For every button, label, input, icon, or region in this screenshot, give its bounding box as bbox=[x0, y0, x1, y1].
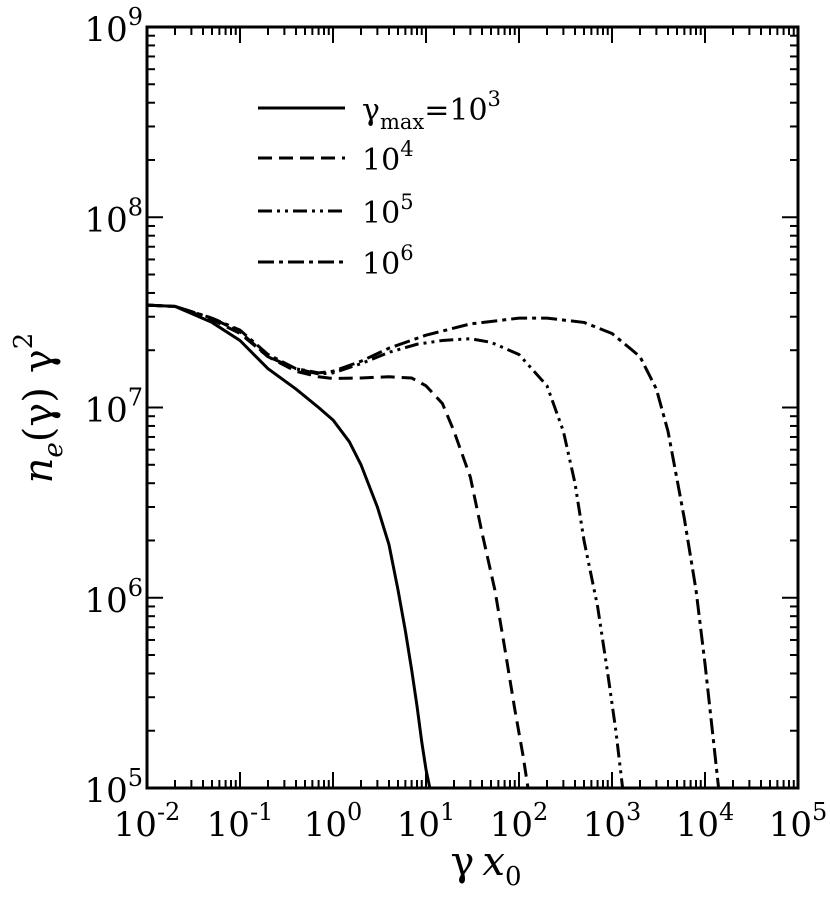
y-axis-label-arg: (γ) bbox=[16, 387, 62, 442]
series-line-1 bbox=[146, 303, 432, 789]
legend-label-sup: 6 bbox=[400, 241, 413, 265]
legend-label-2: 104 bbox=[362, 137, 414, 178]
x-tick-base: 10 bbox=[207, 805, 250, 845]
x-axis-label-base: γ bbox=[450, 839, 474, 885]
y-tick-label: 105 bbox=[84, 764, 143, 811]
x-tick-exp: 2 bbox=[533, 798, 548, 826]
x-tick-exp: -1 bbox=[250, 798, 273, 826]
legend-label-sub: max bbox=[380, 110, 424, 134]
legend-label-main: =10 bbox=[424, 93, 487, 128]
x-tick-exp: 0 bbox=[347, 798, 362, 826]
legend-label-pre: γ bbox=[362, 93, 380, 128]
series-line-3 bbox=[146, 303, 625, 789]
plot-area bbox=[145, 25, 800, 790]
y-tick-base: 10 bbox=[84, 200, 127, 240]
x-tick-exp: 4 bbox=[719, 798, 734, 826]
y-tick-exp: 9 bbox=[128, 3, 143, 31]
x-tick-exp: -2 bbox=[157, 798, 180, 826]
legend-label-sup: 3 bbox=[488, 87, 501, 111]
y-tick-exp: 7 bbox=[128, 384, 143, 412]
series-line-4 bbox=[146, 303, 721, 789]
x-tick-base: 10 bbox=[114, 805, 157, 845]
x-tick-exp: 3 bbox=[626, 798, 641, 826]
x-tick-label: 10-2 bbox=[114, 798, 181, 845]
y-tick-label: 108 bbox=[84, 193, 143, 240]
y-axis-label-sup: 2 bbox=[9, 333, 39, 350]
y-tick-label: 109 bbox=[84, 3, 143, 50]
x-tick-label: 100 bbox=[304, 798, 363, 845]
y-tick-exp: 8 bbox=[128, 193, 143, 221]
legend-label-4: 106 bbox=[362, 241, 414, 282]
x-tick-base: 10 bbox=[676, 805, 719, 845]
series-layer bbox=[146, 303, 721, 789]
x-tick-label: 102 bbox=[490, 798, 549, 845]
x-axis-label-sub: 0 bbox=[505, 862, 522, 892]
legend-label-1: γmax=103 bbox=[362, 87, 501, 134]
legend-label-main: 10 bbox=[362, 196, 400, 231]
x-tick-base: 10 bbox=[397, 805, 440, 845]
y-tick-base: 10 bbox=[84, 10, 127, 50]
legend-label-main: 10 bbox=[362, 247, 400, 282]
x-axis-label-var: x bbox=[482, 839, 505, 885]
y-axis-label-mult: γ bbox=[16, 349, 62, 373]
legend-label-sup: 4 bbox=[400, 137, 413, 161]
y-axis-label: ne(γ) γ2 bbox=[9, 333, 69, 484]
x-tick-base: 10 bbox=[583, 805, 626, 845]
y-tick-exp: 5 bbox=[128, 764, 143, 792]
x-tick-label: 104 bbox=[676, 798, 735, 845]
y-tick-base: 10 bbox=[84, 771, 127, 811]
y-tick-base: 10 bbox=[84, 581, 127, 621]
x-tick-base: 10 bbox=[490, 805, 533, 845]
x-tick-label: 103 bbox=[583, 798, 642, 845]
y-axis-label-sub: e bbox=[39, 442, 69, 457]
x-tick-base: 10 bbox=[769, 805, 812, 845]
series-line-2 bbox=[146, 303, 530, 789]
y-axis-label-var: n bbox=[16, 458, 62, 484]
x-tick-label: 101 bbox=[397, 798, 456, 845]
legend-label-main: 10 bbox=[362, 143, 400, 178]
legend-label-sup: 5 bbox=[400, 190, 413, 214]
x-tick-exp: 1 bbox=[440, 798, 455, 826]
x-tick-label: 105 bbox=[769, 798, 828, 845]
tick-layer bbox=[146, 26, 799, 789]
x-axis-label: γ x0 bbox=[450, 839, 521, 892]
y-tick-exp: 6 bbox=[128, 574, 143, 602]
y-tick-label: 106 bbox=[84, 574, 143, 621]
y-tick-label: 107 bbox=[84, 384, 143, 431]
x-tick-base: 10 bbox=[304, 805, 347, 845]
x-tick-labels: 10-2 10-1 100 101 102 103 104 105 bbox=[114, 798, 828, 845]
plot-frame bbox=[145, 25, 800, 790]
x-tick-exp: 5 bbox=[812, 798, 827, 826]
x-tick-label: 10-1 bbox=[207, 798, 274, 845]
legend-label-3: 105 bbox=[362, 190, 414, 231]
y-tick-base: 10 bbox=[84, 391, 127, 431]
